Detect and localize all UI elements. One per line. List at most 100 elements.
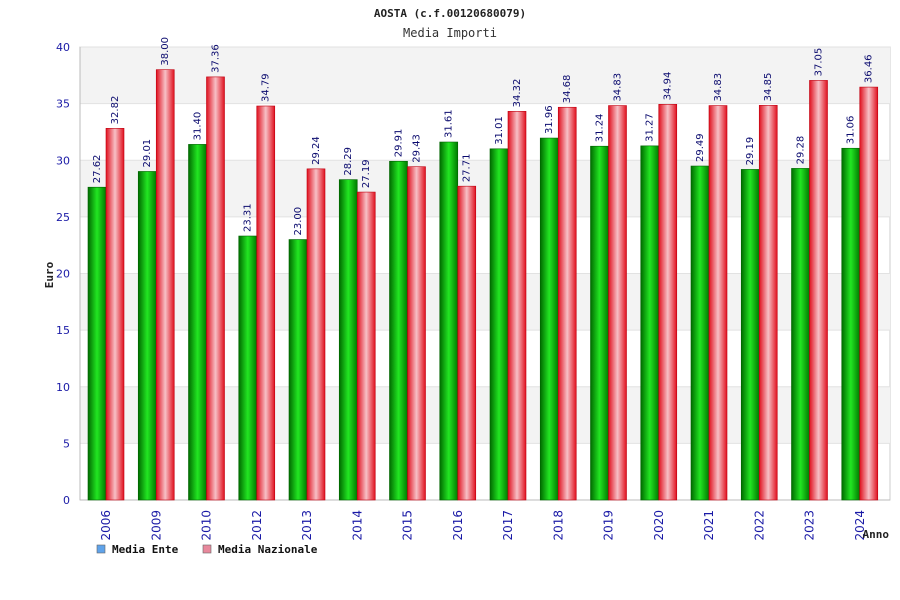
value-label: 23.00 (293, 207, 304, 236)
value-label: 31.96 (544, 105, 555, 134)
value-label: 31.01 (494, 116, 505, 145)
chart-title: AOSTA (c.f.00120680079) (374, 7, 526, 20)
value-label: 34.83 (613, 73, 624, 102)
bar-media-ente (590, 145, 609, 501)
value-label: 34.85 (763, 73, 774, 102)
x-tick-label: 2012 (250, 510, 264, 541)
value-label: 34.68 (562, 75, 573, 104)
bars (87, 69, 879, 501)
y-axis-ticks: 0 5 10 15 20 25 30 35 40 (56, 41, 70, 507)
value-label: 29.43 (412, 134, 423, 163)
x-tick-label: 2017 (501, 510, 515, 541)
x-tick-label: 2014 (350, 510, 364, 541)
x-tick-label: 2006 (99, 510, 113, 541)
bar-media-nazionale (507, 111, 527, 501)
value-label: 37.36 (211, 44, 222, 73)
bar-media-nazionale (658, 104, 678, 501)
x-tick-label: 2022 (752, 510, 766, 541)
value-label: 31.06 (846, 116, 857, 145)
value-labels: 27.62 32.82 29.01 38.00 31.40 37.36 23.31 34.79… (92, 37, 875, 236)
value-label: 36.46 (864, 54, 875, 83)
x-tick-label: 2010 (200, 510, 214, 541)
bar-media-nazionale (809, 80, 828, 501)
bar-media-ente (389, 160, 408, 501)
value-label: 34.83 (713, 73, 724, 102)
bar-media-ente (137, 171, 157, 501)
bar-media-ente (288, 239, 308, 501)
y-tick-label: 30 (56, 154, 70, 167)
legend-swatch (96, 544, 106, 554)
legend: Media Ente Media Nazionale (96, 543, 318, 556)
value-label: 29.01 (142, 139, 153, 168)
bar-media-nazionale (557, 106, 577, 501)
bar-media-ente (640, 145, 660, 501)
x-tick-label: 2015 (401, 510, 415, 541)
x-axis-label: Anno (863, 528, 890, 541)
value-label: 31.61 (444, 109, 455, 138)
bar-media-nazionale (356, 191, 376, 501)
value-label: 31.40 (193, 112, 204, 141)
value-label: 27.19 (361, 159, 372, 188)
value-label: 29.91 (394, 129, 405, 158)
chart-subtitle: Media Importi (403, 26, 497, 40)
bar-media-nazionale (859, 86, 879, 501)
value-label: 34.94 (663, 72, 674, 101)
y-tick-label: 40 (56, 41, 70, 54)
bar-media-ente (489, 148, 509, 501)
y-tick-label: 20 (56, 268, 70, 281)
value-label: 27.71 (462, 154, 473, 183)
bar-media-ente (841, 147, 861, 501)
bar-media-ente (238, 235, 258, 501)
bar-media-nazionale (155, 69, 175, 501)
value-label: 29.28 (796, 136, 807, 165)
y-tick-label: 0 (63, 494, 70, 507)
y-tick-label: 5 (63, 437, 70, 450)
x-tick-label: 2024 (853, 510, 867, 541)
value-label: 29.49 (695, 133, 706, 162)
value-label: 34.32 (512, 79, 523, 108)
value-label: 29.19 (745, 137, 756, 166)
x-tick-label: 2023 (803, 510, 817, 541)
x-tick-label: 2020 (652, 510, 666, 541)
bar-media-ente (188, 144, 207, 501)
value-label: 37.05 (814, 48, 825, 77)
bar-media-nazionale (457, 185, 477, 501)
bar-media-ente (87, 186, 107, 501)
value-label: 34.79 (261, 73, 272, 102)
bar-media-nazionale (105, 128, 125, 501)
value-label: 32.82 (110, 96, 121, 125)
bar-media-ente (740, 169, 760, 501)
x-tick-label: 2013 (300, 510, 314, 541)
bar-media-nazionale (206, 76, 225, 501)
bar-media-ente (791, 168, 810, 501)
x-tick-label: 2018 (551, 510, 565, 541)
bar-media-nazionale (758, 105, 778, 501)
value-label: 23.31 (243, 203, 254, 232)
bar-media-nazionale (306, 168, 326, 501)
y-tick-label: 25 (56, 211, 70, 224)
value-label: 31.27 (645, 113, 656, 142)
value-label: 29.24 (311, 136, 322, 165)
x-axis-ticks: 2006 2009 2010 2012 2013 2014 2015 2016 2017 2018… (99, 510, 867, 541)
bar-media-ente (539, 137, 559, 501)
x-tick-label: 2009 (149, 510, 163, 541)
bar-media-nazionale (256, 105, 276, 501)
y-tick-label: 15 (56, 324, 70, 337)
y-axis-label: Euro (43, 261, 56, 288)
legend-swatch (202, 544, 212, 554)
legend-label: Media Nazionale (218, 543, 318, 556)
value-label: 28.29 (343, 147, 354, 176)
x-tick-label: 2021 (702, 510, 716, 541)
y-tick-label: 10 (56, 381, 70, 394)
legend-label: Media Ente (112, 543, 179, 556)
x-tick-label: 2016 (451, 510, 465, 541)
bar-media-nazionale (407, 166, 426, 501)
value-label: 38.00 (160, 37, 171, 66)
bar-media-nazionale (708, 105, 728, 501)
bar-media-nazionale (608, 105, 627, 501)
bar-media-ente (338, 179, 358, 501)
bar-media-ente (690, 165, 710, 501)
y-tick-label: 35 (56, 98, 70, 111)
bar-media-ente (439, 141, 459, 501)
